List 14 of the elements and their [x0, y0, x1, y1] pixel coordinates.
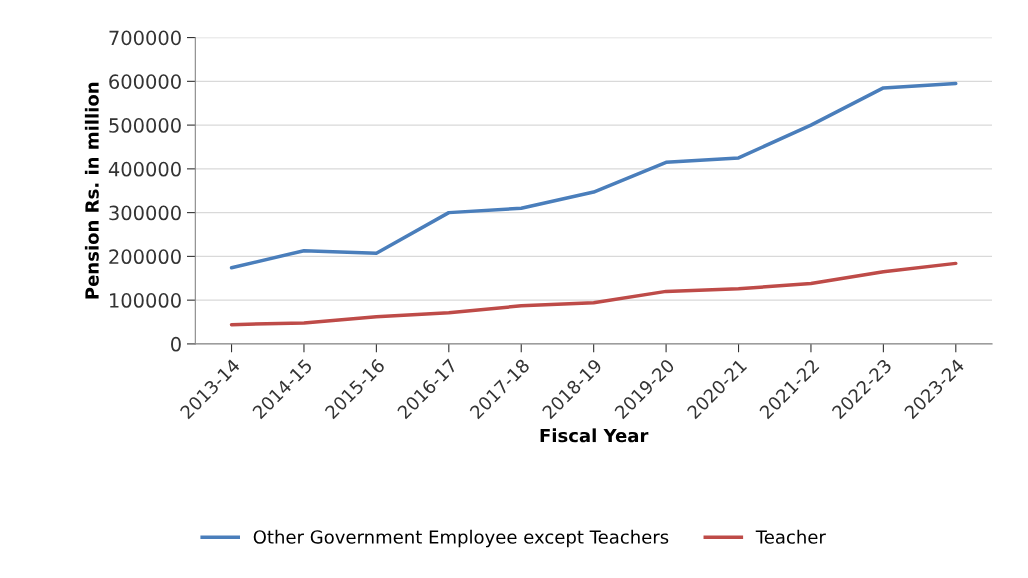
y-tick-label: 400000: [108, 161, 181, 177]
y-tick-label: 0: [171, 336, 181, 352]
legend-label: Other Government Employee except Teachers: [253, 529, 669, 548]
y-tick-label: 300000: [109, 205, 181, 221]
legend-label: Teacher: [755, 529, 826, 544]
y-tick-label: 200000: [109, 249, 181, 265]
y-tick-label: 100000: [110, 293, 181, 308]
line-series: [229, 261, 958, 327]
x-axis-title: Fiscal Year: [540, 428, 649, 443]
y-tick-label: 500000: [109, 118, 181, 133]
y-tick-label: 700000: [109, 30, 181, 46]
y-axis-title: Pension Rs. in million: [84, 82, 99, 299]
y-tick-label: 600000: [109, 74, 181, 89]
line-series: [229, 81, 958, 270]
